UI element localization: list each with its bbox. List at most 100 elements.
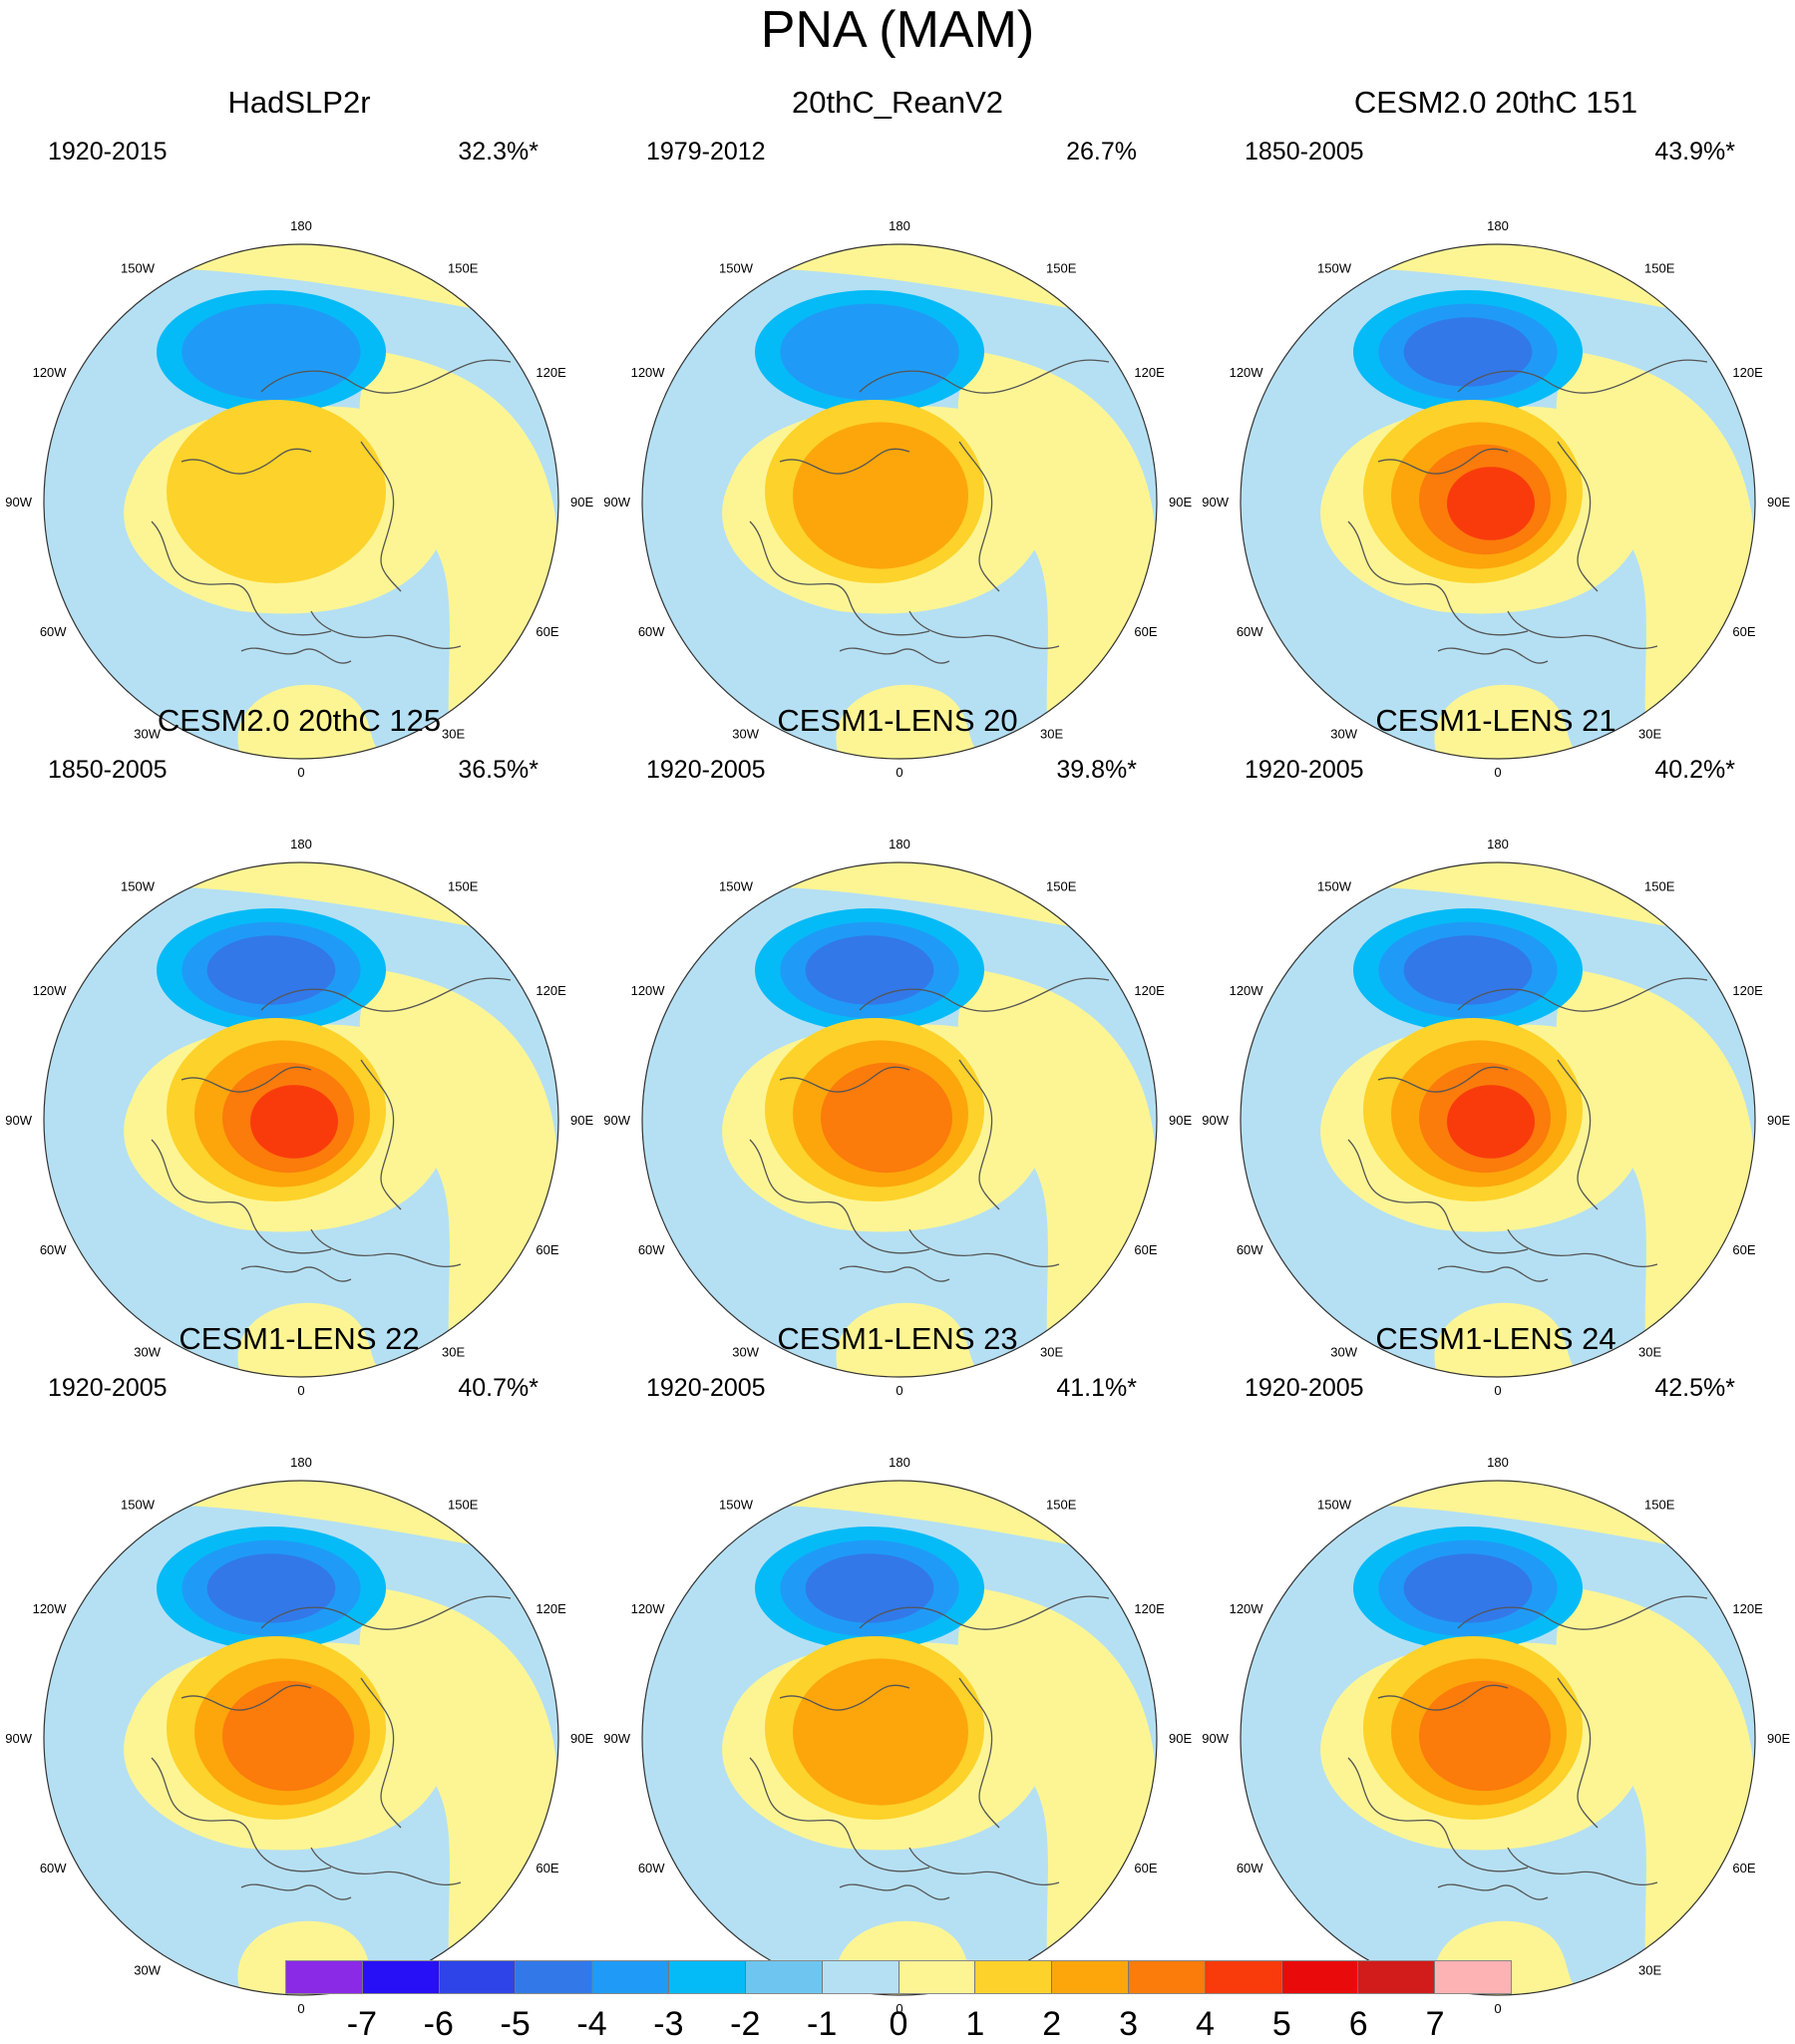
coastline	[908, 1228, 1060, 1267]
coastline	[1457, 1595, 1708, 1630]
lon-label-left: 90W	[5, 1113, 32, 1128]
panel-period: 1920-2005	[646, 756, 766, 784]
colorbar-label: 4	[1196, 2005, 1215, 2043]
lon-label-mid-lower-right: 60E	[1134, 624, 1157, 639]
coastline	[1347, 1139, 1529, 1254]
panel-title: CESM2.0 20thC 125	[157, 703, 442, 738]
high-contour-4	[1447, 1085, 1535, 1159]
panel-period: 1920-2015	[48, 138, 168, 166]
lon-label-upper-left: 150W	[121, 261, 156, 276]
field-positive-south	[642, 1302, 989, 1377]
lon-label-lower-left: 30W	[134, 726, 161, 741]
map-border	[1240, 243, 1756, 760]
lon-label-mid-upper-right: 120E	[1134, 1601, 1165, 1616]
polar-map: 180 0 150W 150E 120W 120E 90W 90E 60W 60E 30W 30E	[5, 218, 593, 780]
coastline	[1507, 1228, 1658, 1267]
colorbar-box	[286, 1961, 363, 1993]
high-contour-4	[1447, 467, 1535, 540]
coastline	[839, 647, 950, 664]
lon-label-mid-lower-right: 60E	[1134, 1242, 1157, 1257]
lon-label-upper-right: 150E	[1644, 879, 1675, 894]
colorbar-label: 0	[889, 2005, 908, 2043]
panel-variance: 42.5%*	[1654, 1374, 1735, 1402]
coastline	[1347, 1757, 1529, 1873]
coastline	[859, 1595, 1110, 1630]
lon-label-bottom: 0	[1494, 2001, 1501, 2016]
panel-period: 1920-2005	[1245, 1374, 1364, 1402]
panel-period: 1920-2005	[1245, 756, 1364, 784]
colorbar-box	[362, 1961, 440, 1993]
lon-label-upper-left: 150W	[719, 879, 754, 894]
lon-label-upper-right: 150E	[1046, 879, 1077, 894]
coastline	[839, 1265, 950, 1282]
lon-label-upper-right: 150E	[448, 1498, 479, 1513]
lon-label-top: 180	[889, 218, 910, 233]
lon-label-right: 90E	[1169, 495, 1192, 510]
map-border	[43, 861, 559, 1378]
lon-label-mid-upper-left: 120W	[1230, 1601, 1264, 1616]
lon-label-mid-lower-left: 60W	[638, 1861, 665, 1875]
colorbar-box	[1205, 1961, 1282, 1993]
lon-label-left: 90W	[5, 1731, 32, 1746]
panel-period: 1979-2012	[646, 138, 766, 166]
colorbar-box	[516, 1961, 593, 1993]
high-contour-3	[1419, 1680, 1551, 1792]
lon-label-right: 90E	[570, 1731, 593, 1746]
coastline	[1507, 1847, 1658, 1885]
panel-variance: 40.7%*	[458, 1374, 538, 1402]
lon-label-mid-lower-right: 60E	[536, 624, 558, 639]
field-positive-south	[642, 684, 989, 759]
lon-label-upper-right: 150E	[1644, 261, 1675, 276]
coastline	[260, 977, 512, 1012]
panel-variance: 36.5%*	[458, 756, 538, 784]
lon-label-right: 90E	[1169, 1731, 1192, 1746]
polar-map: 180 0 150W 150E 120W 120E 90W 90E 60W 60E 30W 30E	[603, 837, 1192, 1398]
panel-period: 1850-2005	[1245, 138, 1364, 166]
coastline	[1377, 1066, 1509, 1093]
lon-label-top: 180	[290, 837, 312, 852]
colorbar-label: 7	[1425, 2005, 1445, 2043]
lon-label-left: 90W	[603, 1731, 630, 1746]
map-panel-lens-21: CESM1-LENS 21 1920-2005 40.2%* 180 0 150W 150E…	[1197, 703, 1795, 1398]
coastline	[151, 520, 332, 636]
map-border	[43, 1480, 559, 1996]
coastline	[749, 1139, 930, 1254]
lon-label-lower-left: 30W	[134, 1962, 161, 1977]
coastline	[749, 520, 930, 636]
lon-label-bottom: 0	[297, 1383, 304, 1398]
field-positive-south	[44, 684, 391, 759]
coastline	[180, 448, 312, 475]
coastline	[240, 1883, 352, 1900]
panel-title: CESM2.0 20thC 151	[1353, 85, 1638, 120]
lon-label-upper-left: 150W	[719, 1498, 754, 1513]
low-contour-3	[1403, 1553, 1533, 1623]
map-border	[1240, 1480, 1756, 1996]
lon-label-bottom: 0	[1494, 765, 1501, 780]
colorbar-box	[1128, 1961, 1206, 1993]
coastline	[240, 647, 352, 664]
lon-label-upper-left: 150W	[1317, 879, 1352, 894]
panel-variance: 26.7%	[1066, 138, 1137, 166]
colorbar-label: -1	[807, 2005, 838, 2043]
lon-label-upper-left: 150W	[1317, 261, 1352, 276]
lon-label-mid-lower-right: 60E	[1732, 624, 1755, 639]
colorbar-box	[745, 1961, 823, 1993]
lon-label-mid-upper-right: 120E	[1732, 365, 1763, 380]
coastline	[260, 359, 512, 394]
lon-label-top: 180	[889, 837, 910, 852]
lon-label-top: 180	[1487, 218, 1509, 233]
coastline	[310, 610, 462, 649]
coastline	[958, 441, 1000, 592]
colorbar-label: -5	[500, 2005, 531, 2043]
lon-label-upper-right: 150E	[448, 879, 479, 894]
coastline	[958, 1677, 1000, 1829]
coastline	[1557, 441, 1599, 592]
lon-label-mid-lower-left: 60W	[40, 1861, 67, 1875]
lon-label-mid-lower-right: 60E	[1732, 1242, 1755, 1257]
coastline	[908, 610, 1060, 649]
map-panel-lens-20: CESM1-LENS 20 1920-2005 39.8%* 180 0 150W 150E…	[598, 703, 1197, 1398]
polar-map: 180 0 150W 150E 120W 120E 90W 90E 60W 60E 30W 30E	[603, 218, 1192, 780]
lon-label-mid-lower-left: 60W	[1237, 1861, 1263, 1875]
lon-label-left: 90W	[1202, 1113, 1229, 1128]
lon-label-upper-left: 150W	[1317, 1498, 1352, 1513]
